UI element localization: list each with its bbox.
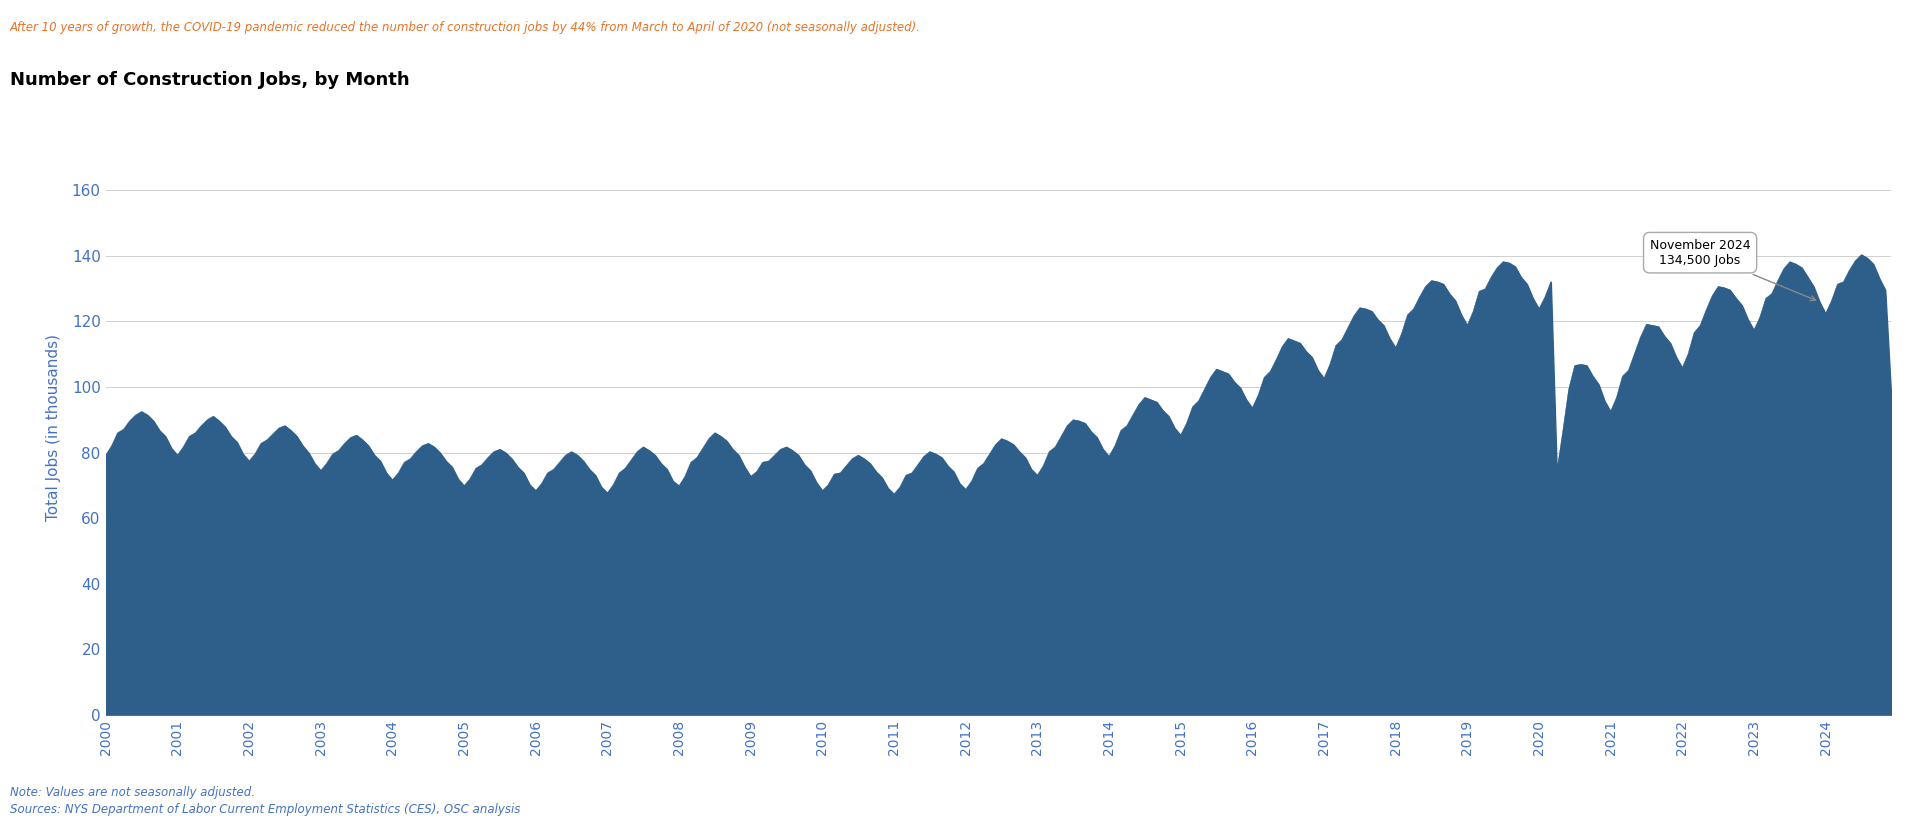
Text: Sources: NYS Department of Labor Current Employment Statistics (CES), OSC analys: Sources: NYS Department of Labor Current… <box>10 803 520 816</box>
Text: After 10 years of growth, the COVID-19 pandemic reduced the number of constructi: After 10 years of growth, the COVID-19 p… <box>10 21 920 34</box>
Y-axis label: Total Jobs (in thousands): Total Jobs (in thousands) <box>46 334 61 522</box>
Text: November 2024
134,500 Jobs: November 2024 134,500 Jobs <box>1649 238 1816 301</box>
Text: Note: Values are not seasonally adjusted.: Note: Values are not seasonally adjusted… <box>10 786 255 799</box>
Text: Number of Construction Jobs, by Month: Number of Construction Jobs, by Month <box>10 71 409 89</box>
